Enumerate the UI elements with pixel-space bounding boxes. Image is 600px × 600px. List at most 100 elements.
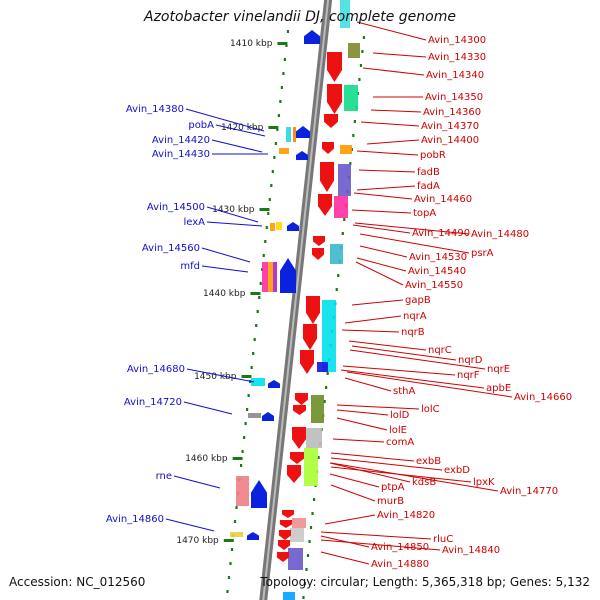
gene-block <box>276 222 282 230</box>
reverse-gene-leader <box>330 457 443 471</box>
scale-label: 1440 kbp <box>203 289 246 299</box>
dot-mark <box>256 310 259 313</box>
reverse-gene-leader <box>356 21 427 41</box>
reverse-gene-arrow <box>280 520 292 528</box>
reverse-gene-label: Avin_14340 <box>426 70 484 81</box>
reverse-gene-label: Avin_14370 <box>421 121 479 132</box>
gene-block <box>273 262 277 292</box>
dot-mark <box>311 512 314 515</box>
dot-mark <box>229 562 232 565</box>
reverse-gene-leader <box>366 139 420 145</box>
dot-mark <box>252 352 255 355</box>
reverse-gene-arrow <box>300 350 314 374</box>
forward-gene-label: Avin_14420 <box>152 135 210 146</box>
reverse-gene-label: lolE <box>389 425 407 436</box>
reverse-gene-label: rluC <box>433 534 453 545</box>
reverse-gene-leader <box>356 150 419 156</box>
forward-gene-label: Avin_14380 <box>126 104 184 115</box>
reverse-gene-leader <box>344 315 402 324</box>
dot-mark <box>309 526 313 529</box>
gene-block <box>293 127 296 142</box>
gene-block <box>311 395 324 423</box>
reverse-gene-arrow <box>295 393 308 405</box>
gene-block <box>230 532 243 537</box>
reverse-gene-leader <box>320 535 370 548</box>
reverse-gene-leader <box>332 438 385 443</box>
dot-mark <box>326 372 329 375</box>
scale-label: 1450 kbp <box>194 372 237 382</box>
reverse-gene-leader <box>351 299 404 306</box>
reverse-gene-label: exbB <box>416 456 441 467</box>
reverse-gene-arrow <box>324 114 338 128</box>
reverse-gene-leader <box>355 261 404 286</box>
reverse-gene-label: Avin_14490 <box>412 228 470 239</box>
dot-mark <box>353 120 356 123</box>
reverse-gene-leader <box>353 192 413 200</box>
reverse-gene-label: Avin_14400 <box>421 135 479 146</box>
reverse-gene-label: ptpA <box>381 482 405 493</box>
reverse-gene-label: Avin_14350 <box>425 92 483 103</box>
dot-mark <box>283 58 287 61</box>
dot-mark <box>246 408 249 411</box>
dot-mark <box>244 422 247 425</box>
reverse-gene-label: Avin_14480 <box>471 229 529 240</box>
reverse-gene-label: Avin_14840 <box>442 545 500 556</box>
reverse-gene-label: sthA <box>393 386 415 397</box>
gene-block <box>340 145 352 154</box>
reverse-gene-leader <box>356 185 416 191</box>
reverse-gene-label: pobR <box>420 150 446 161</box>
forward-gene-label: Avin_14500 <box>147 202 205 213</box>
reverse-gene-leader <box>336 409 389 416</box>
dot-mark <box>259 282 262 285</box>
dot-mark <box>242 436 246 439</box>
reverse-gene-arrow <box>312 248 324 260</box>
gene-block <box>348 43 360 58</box>
reverse-gene-leader <box>349 349 486 370</box>
forward-gene-arrow <box>296 126 310 138</box>
reverse-gene-leader <box>351 209 412 214</box>
reverse-gene-label: Avin_14360 <box>423 107 481 118</box>
dot-mark <box>352 134 355 137</box>
reverse-gene-label: Avin_14770 <box>500 486 558 497</box>
dot-mark <box>358 78 361 81</box>
forward-gene-leader <box>206 206 259 223</box>
reverse-gene-label: Avin_14330 <box>428 52 486 63</box>
dot-mark <box>227 576 231 579</box>
reverse-gene-leader <box>370 109 422 113</box>
backbone-highlight <box>262 0 330 600</box>
dot-mark <box>308 540 311 543</box>
reverse-gene-leader <box>341 329 400 333</box>
reverse-gene-arrow <box>306 296 320 324</box>
reverse-gene-arrow <box>279 530 291 540</box>
scale-tick <box>241 375 252 378</box>
forward-gene-leader <box>165 518 215 532</box>
reverse-gene-arrow <box>327 52 342 82</box>
forward-gene-label: Avin_14560 <box>142 243 200 254</box>
reverse-gene-arrow <box>322 142 334 154</box>
scale-label: 1470 kbp <box>176 536 219 546</box>
reverse-gene-arrow <box>278 540 290 550</box>
reverse-gene-arrow <box>303 324 317 350</box>
reverse-gene-label: psrA <box>471 248 494 259</box>
dot-mark <box>265 226 268 229</box>
dot-mark <box>239 464 243 467</box>
gene-block <box>344 85 358 111</box>
forward-gene-arrow <box>268 380 280 388</box>
dot-mark <box>274 142 277 145</box>
gene-block <box>262 262 268 292</box>
dot-mark <box>268 198 271 201</box>
forward-gene-arrow <box>280 258 296 293</box>
dot-mark <box>303 582 307 585</box>
dot-mark <box>280 86 283 89</box>
reverse-gene-leader <box>330 484 376 502</box>
reverse-gene-label: fadB <box>417 167 440 178</box>
gene-block <box>306 428 322 448</box>
scale-label: 1410 kbp <box>230 39 273 49</box>
dot-mark <box>270 184 273 187</box>
accession-text: Accession: NC_012560 <box>9 575 146 589</box>
dot-mark <box>317 456 320 459</box>
reverse-gene-leader <box>342 365 456 376</box>
scale-label: 1430 kbp <box>212 205 255 215</box>
reverse-gene-label: gapB <box>405 295 431 306</box>
forward-gene-arrow <box>296 151 308 160</box>
